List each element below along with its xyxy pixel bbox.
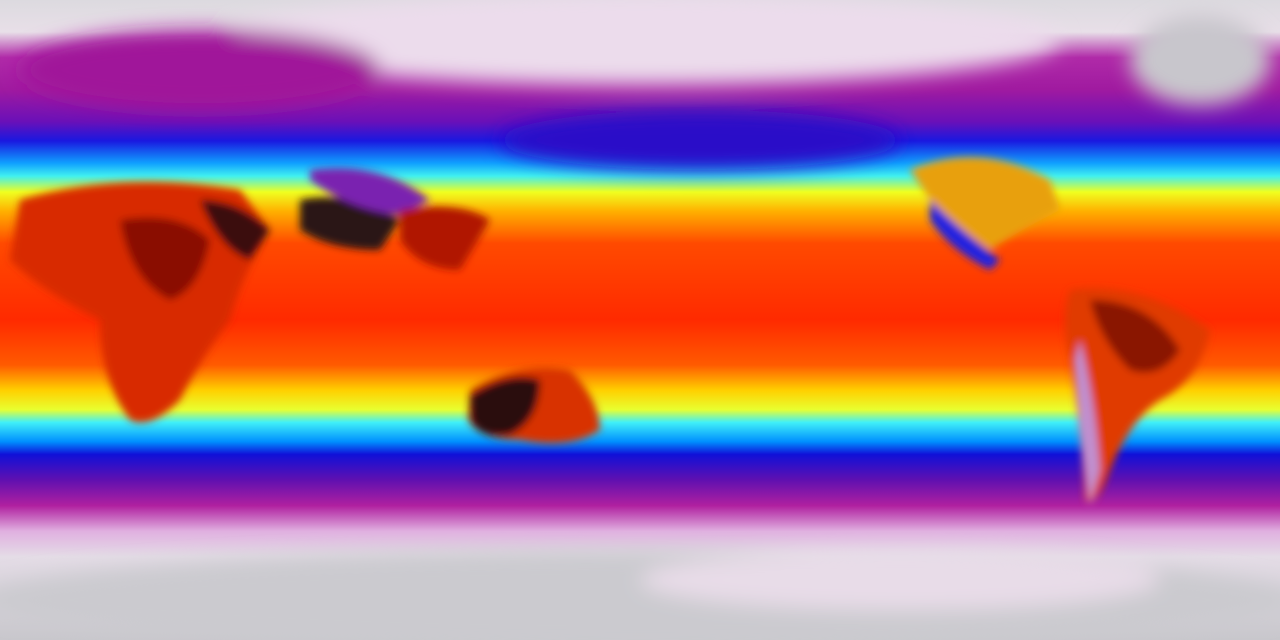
continent-north-america — [910, 157, 1060, 270]
antarctic-region — [0, 550, 1280, 640]
continent-south-america — [1065, 288, 1210, 505]
continent-africa-eurasia — [10, 168, 490, 423]
arctic-region — [20, 0, 1270, 170]
continent-australia — [468, 367, 600, 444]
